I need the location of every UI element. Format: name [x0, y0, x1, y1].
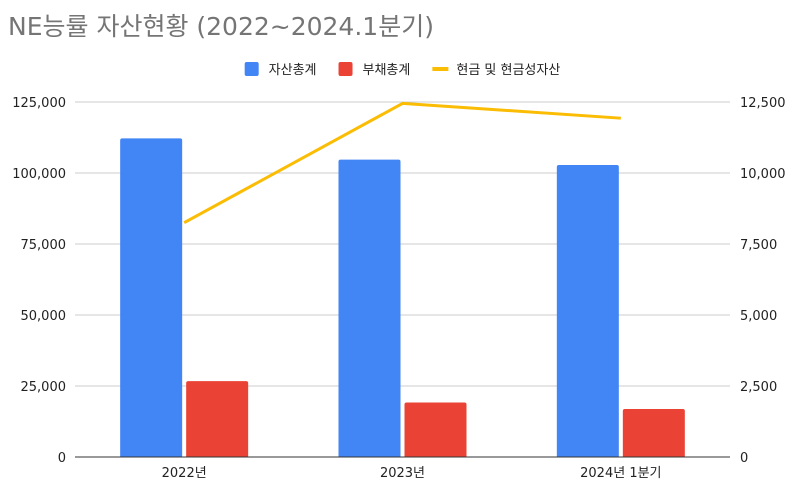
bar-total-liabilities[interactable]	[622, 409, 685, 457]
bar-total-assets[interactable]	[120, 138, 183, 458]
legend-swatch	[338, 62, 353, 76]
y-right-tick-label: 5,000	[740, 309, 777, 324]
bar-total-liabilities[interactable]	[186, 381, 249, 457]
y-left-tick-label: 75,000	[21, 238, 67, 253]
legend-label[interactable]: 부채총계	[363, 63, 411, 78]
legend-label[interactable]: 현금 및 현금성자산	[456, 63, 560, 78]
legend-swatch	[244, 62, 259, 76]
y-right-tick-label: 10,000	[740, 167, 786, 182]
line-cash-equivalents[interactable]	[183, 101, 621, 225]
y-left-tick-label: 25,000	[21, 380, 67, 395]
legend-label[interactable]: 자산총계	[269, 63, 317, 78]
y-right-tick-label: 7,500	[740, 238, 777, 253]
x-tick-label: 2024년 1분기	[580, 466, 661, 481]
y-right-tick-label: 12,500	[740, 96, 786, 111]
chart-title: NE능률 자산현황 (2022~2024.1분기)	[8, 12, 434, 41]
y-right-tick-label: 2,500	[740, 380, 777, 395]
x-tick-label: 2023년	[380, 466, 425, 481]
y-left-tick-label: 125,000	[12, 96, 66, 111]
bar-total-liabilities[interactable]	[404, 402, 467, 457]
legend-line-marker	[432, 67, 449, 71]
y-left-tick-label: 50,000	[21, 309, 67, 324]
bar-total-assets[interactable]	[338, 159, 401, 458]
y-right-tick-label: 0	[740, 451, 748, 466]
y-left-tick-label: 100,000	[12, 167, 66, 182]
bar-total-assets[interactable]	[556, 165, 619, 457]
x-tick-label: 2022년	[162, 466, 207, 481]
y-left-tick-label: 0	[58, 451, 66, 466]
